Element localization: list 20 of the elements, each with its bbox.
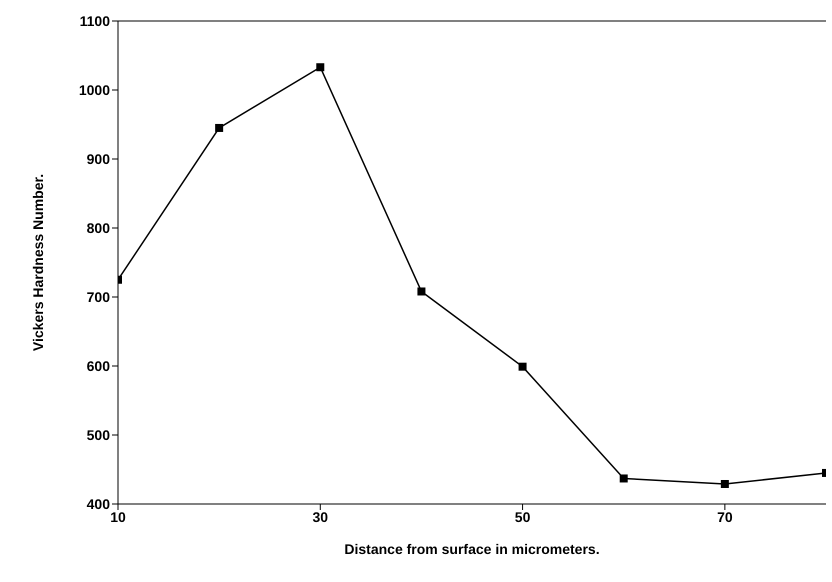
- x-axis-title: Distance from surface in micrometers.: [344, 541, 600, 557]
- point: [316, 63, 324, 72]
- x-tick-label: 50: [514, 508, 531, 525]
- point: [417, 287, 426, 296]
- point: [720, 480, 729, 488]
- x-tick-label: 10: [110, 508, 126, 525]
- y-tick-label: 500: [86, 426, 110, 443]
- y-axis-title: Vickers Hardness Number.: [30, 174, 46, 352]
- point: [215, 124, 224, 132]
- x-tick-label: 70: [717, 508, 733, 525]
- y-tick-label: 600: [86, 358, 110, 374]
- y-tick-label: 900: [86, 150, 110, 167]
- y-tick-label: 1000: [78, 82, 110, 98]
- point: [518, 362, 527, 371]
- y-tick-label: 700: [86, 288, 110, 305]
- point: [620, 474, 628, 482]
- y-tick-label: 400: [86, 496, 110, 512]
- y-tick-label: 1100: [80, 12, 110, 29]
- x-tick-label: 30: [312, 508, 328, 525]
- y-tick-label: 800: [86, 220, 110, 236]
